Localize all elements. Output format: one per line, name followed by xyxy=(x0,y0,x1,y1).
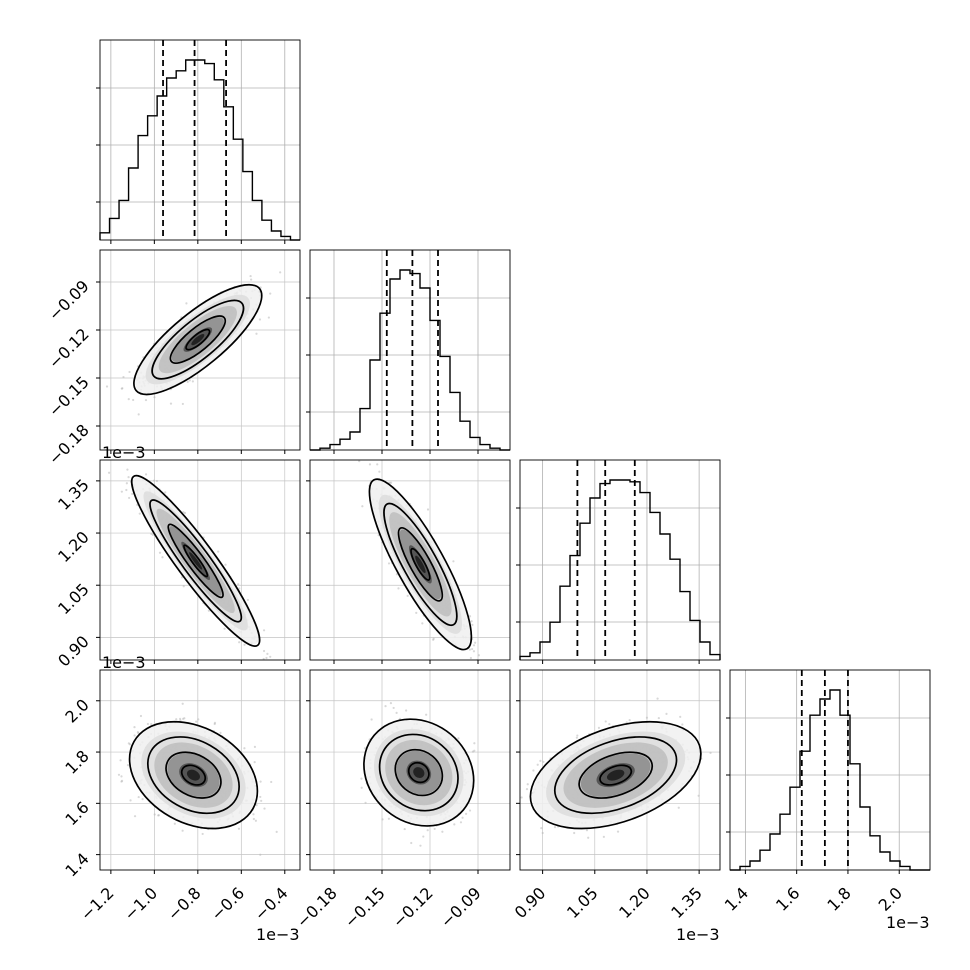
y-tick-label: −0.18 xyxy=(45,420,93,468)
contour-line xyxy=(146,736,240,815)
contour-line xyxy=(183,544,209,578)
pair-panel-3-1 xyxy=(306,669,511,874)
x-tick-label: −1.2 xyxy=(77,883,118,924)
panel-frame xyxy=(99,459,301,661)
x-tick-label: 1.8 xyxy=(823,883,854,914)
hist-panel-2 xyxy=(516,459,721,664)
contour-line xyxy=(165,751,222,799)
contour-line xyxy=(368,478,473,651)
x-tick-label: 1.6 xyxy=(772,883,803,914)
y-tick-label: −0.09 xyxy=(45,276,93,324)
pair-panel-1-0 xyxy=(96,249,301,454)
contour-line xyxy=(599,764,633,786)
y-offset-label: 1e−3 xyxy=(102,653,146,672)
x-tick-label: −1.0 xyxy=(120,883,161,924)
x-tick-label: 1.20 xyxy=(615,883,654,922)
hist-panel-1 xyxy=(306,249,511,454)
contour-line xyxy=(378,733,459,812)
histogram-step xyxy=(310,269,510,451)
contour-line xyxy=(128,720,259,830)
x-tick-label: 2.0 xyxy=(875,883,906,914)
y-tick-label: 1.6 xyxy=(61,798,92,829)
panel-frame xyxy=(309,249,511,451)
contour-line xyxy=(180,764,207,786)
y-tick-label: −0.15 xyxy=(45,372,93,420)
density-shading xyxy=(189,552,203,570)
density-shading xyxy=(191,334,205,346)
contour-line xyxy=(383,502,458,627)
hist-panel-0 xyxy=(96,39,301,244)
x-tick-label: −0.4 xyxy=(251,883,292,924)
pair-panel-3-2 xyxy=(516,669,721,874)
pair-panel-3-0 xyxy=(96,669,301,874)
density-shading xyxy=(186,769,200,781)
x-tick-label: −0.6 xyxy=(207,883,248,924)
contour-line xyxy=(169,315,227,364)
y-tick-label: 1.4 xyxy=(61,849,92,880)
panel-frame xyxy=(99,669,301,871)
y-tick-label: −0.12 xyxy=(45,324,93,372)
x-offset-label: 1e−3 xyxy=(886,913,930,932)
x-tick-label: −0.8 xyxy=(164,883,205,924)
panel-frame xyxy=(519,669,721,871)
contour-line xyxy=(407,761,430,784)
contour-line xyxy=(578,751,654,799)
y-tick-label: 1.20 xyxy=(54,527,93,566)
histogram-step xyxy=(99,59,300,241)
contour-line xyxy=(363,718,475,827)
density-shading xyxy=(415,555,426,574)
contour-line xyxy=(529,720,702,830)
y-offset-label: 1e−3 xyxy=(102,443,146,462)
histogram-step xyxy=(730,689,930,871)
contour-line xyxy=(167,523,224,599)
x-tick-label: 1.35 xyxy=(667,883,706,922)
x-offset-label: 1e−3 xyxy=(676,925,720,944)
panel-frame xyxy=(729,669,931,871)
y-tick-label: 1.05 xyxy=(54,580,93,619)
y-tick-label: 1.35 xyxy=(54,475,93,514)
contour-line xyxy=(149,499,243,623)
contour-line xyxy=(394,748,444,797)
panel-frame xyxy=(309,459,511,661)
contour-line xyxy=(553,736,678,815)
contour-line xyxy=(410,547,431,581)
contour-line xyxy=(151,299,245,380)
density-shading xyxy=(606,769,625,781)
y-tick-label: 0.90 xyxy=(54,632,93,671)
contour-line xyxy=(133,283,263,396)
x-tick-label: −0.09 xyxy=(437,883,485,931)
panel-frame xyxy=(99,39,301,241)
x-tick-label: −0.12 xyxy=(389,883,437,931)
contour-line xyxy=(397,526,444,602)
y-tick-label: 1.8 xyxy=(61,746,92,777)
x-offset-label: 1e−3 xyxy=(256,925,300,944)
x-tick-label: 1.05 xyxy=(563,883,602,922)
pair-panel-2-0 xyxy=(96,459,301,664)
panel-frame xyxy=(99,249,301,451)
pair-panel-2-1 xyxy=(306,459,511,664)
contour-line xyxy=(130,474,261,647)
x-tick-label: −0.15 xyxy=(341,883,389,931)
panel-frame xyxy=(519,459,721,661)
x-tick-label: 0.90 xyxy=(511,883,550,922)
hist-panel-3 xyxy=(726,669,931,874)
contour-line xyxy=(185,328,211,351)
density-shading xyxy=(413,767,425,779)
panel-frame xyxy=(309,669,511,871)
x-tick-label: 1.4 xyxy=(721,883,752,914)
y-tick-label: 2.0 xyxy=(61,695,92,726)
histogram-step xyxy=(519,479,721,660)
x-tick-label: −0.18 xyxy=(293,883,341,931)
